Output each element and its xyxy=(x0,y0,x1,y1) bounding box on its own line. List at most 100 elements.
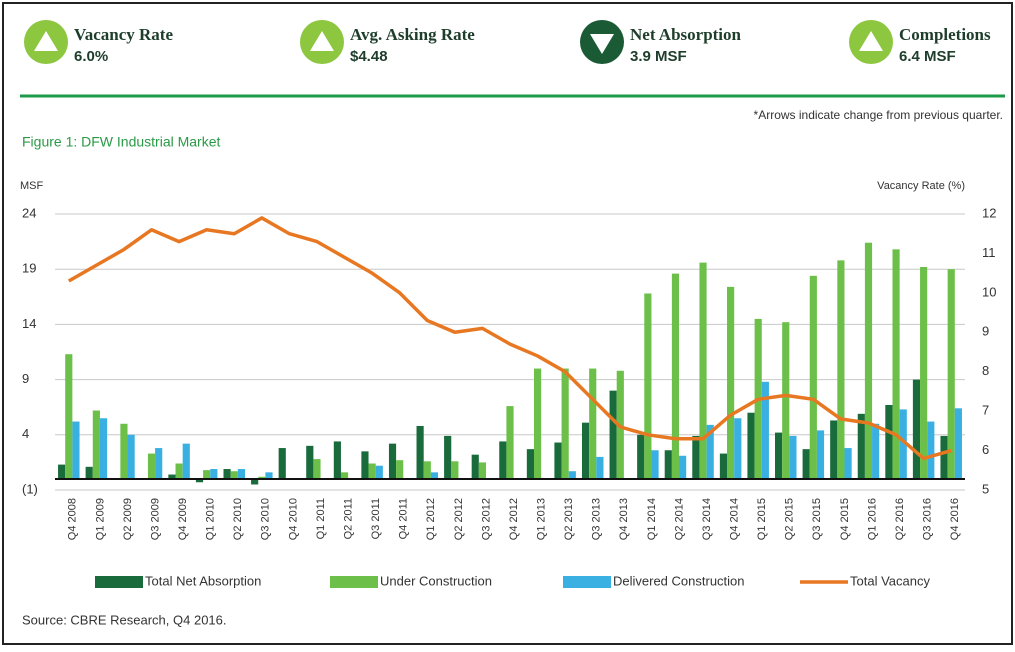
x-tick-label: Q1 2010 xyxy=(205,498,217,540)
x-tick-label: Q1 2016 xyxy=(866,498,878,540)
x-tick-label: Q4 2013 xyxy=(618,498,630,540)
bar xyxy=(127,434,135,479)
x-tick-label: Q2 2014 xyxy=(673,498,685,540)
kpi-label: Net Absorption xyxy=(630,25,742,44)
x-tick-label: Q3 2014 xyxy=(701,498,713,540)
bar xyxy=(947,269,955,479)
y-tick-label: 9 xyxy=(22,371,29,386)
bar xyxy=(92,410,100,479)
bar xyxy=(892,249,900,479)
y-axis-label: MSF xyxy=(20,180,44,192)
kpi-arrow xyxy=(590,34,614,54)
x-tick-label: Q1 2015 xyxy=(756,498,768,540)
legend-label: Delivered Construction xyxy=(613,573,745,588)
bar xyxy=(361,451,369,479)
x-tick-label: Q1 2014 xyxy=(646,498,658,540)
bar xyxy=(58,464,66,479)
bar xyxy=(182,443,190,479)
x-tick-label: Q2 2015 xyxy=(784,498,796,540)
bar xyxy=(120,423,128,479)
legend-swatch xyxy=(563,576,611,588)
bar xyxy=(333,441,341,479)
y2-tick-label: 11 xyxy=(982,245,996,260)
kpi-value: 3.9 MSF xyxy=(630,48,687,65)
x-tick-label: Q3 2013 xyxy=(591,498,603,540)
x-tick-label: Q4 2011 xyxy=(398,498,410,539)
bar xyxy=(651,450,659,479)
bar xyxy=(388,443,397,479)
bar xyxy=(589,368,597,479)
legend-label: Under Construction xyxy=(380,573,492,588)
bar xyxy=(719,453,728,479)
bar xyxy=(65,354,73,479)
y2-tick-label: 9 xyxy=(982,324,989,339)
bar xyxy=(857,413,865,479)
bar xyxy=(251,478,259,485)
bar xyxy=(637,434,645,479)
bar xyxy=(899,409,907,479)
bar xyxy=(568,471,576,479)
y2-axis-label: Vacancy Rate (%) xyxy=(877,180,965,192)
bar xyxy=(237,469,245,479)
bar xyxy=(664,450,672,479)
kpi-label: Completions xyxy=(899,25,991,44)
x-tick-label: Q3 2015 xyxy=(811,498,823,540)
bar xyxy=(727,286,735,479)
bar xyxy=(809,275,817,479)
x-tick-label: Q4 2012 xyxy=(508,498,520,540)
bar xyxy=(816,430,825,479)
bar xyxy=(444,435,452,479)
x-tick-label: Q1 2011 xyxy=(315,498,327,539)
y2-tick-label: 5 xyxy=(982,481,989,496)
bar xyxy=(789,435,797,479)
figure-title: Figure 1: DFW Industrial Market xyxy=(22,134,220,150)
bar xyxy=(175,463,183,479)
bar xyxy=(430,472,439,479)
bar xyxy=(782,322,790,479)
bar xyxy=(864,242,873,479)
bar xyxy=(478,462,487,479)
x-tick-label: Q4 2015 xyxy=(839,498,851,540)
legend-label: Total Net Absorption xyxy=(145,573,261,588)
bar xyxy=(375,465,383,479)
x-tick-label: Q4 2016 xyxy=(949,498,961,540)
bar xyxy=(230,471,238,479)
bar xyxy=(734,418,742,479)
x-tick-label: Q4 2014 xyxy=(729,498,741,540)
bar xyxy=(265,472,273,479)
bar xyxy=(940,435,948,479)
bar xyxy=(72,421,80,479)
x-tick-label: Q4 2008 xyxy=(67,498,79,540)
bar xyxy=(416,425,424,479)
bar xyxy=(581,422,590,479)
bar xyxy=(223,469,231,479)
bar xyxy=(451,461,459,479)
kpi-label: Avg. Asking Rate xyxy=(350,25,475,44)
bar xyxy=(706,424,714,479)
bar xyxy=(423,461,431,479)
bar xyxy=(368,463,376,479)
bar xyxy=(155,448,163,479)
bar xyxy=(147,453,156,479)
bar xyxy=(872,423,880,479)
bar xyxy=(258,476,266,479)
bar xyxy=(830,420,838,479)
bar xyxy=(99,418,108,479)
bar xyxy=(168,474,176,479)
x-tick-label: Q2 2012 xyxy=(453,498,465,540)
bar xyxy=(802,449,810,479)
bar xyxy=(533,368,542,479)
bar xyxy=(609,390,617,479)
y2-tick-label: 6 xyxy=(982,442,989,457)
x-tick-label: Q2 2016 xyxy=(894,498,906,540)
bar xyxy=(837,260,845,479)
note: *Arrows indicate change from previous qu… xyxy=(754,108,1003,122)
bar xyxy=(313,459,321,479)
bar xyxy=(927,421,935,479)
bar xyxy=(671,273,680,479)
bar xyxy=(85,466,93,479)
bar xyxy=(775,432,783,479)
bar xyxy=(920,266,928,479)
